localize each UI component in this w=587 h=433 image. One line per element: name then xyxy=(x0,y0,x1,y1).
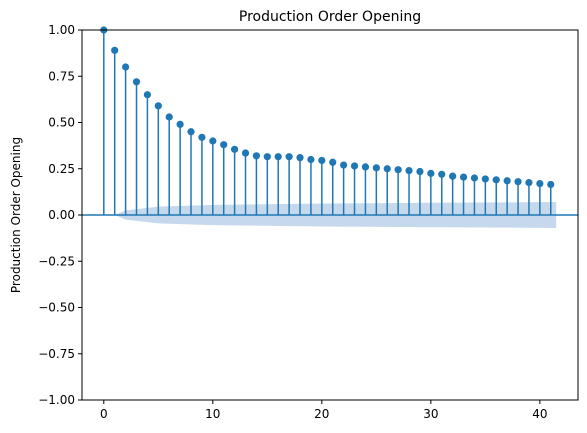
data-point xyxy=(165,113,173,121)
y-tick-label: 0.50 xyxy=(48,116,75,130)
y-tick-label: 0.00 xyxy=(48,208,75,222)
data-point xyxy=(394,166,402,174)
x-tick-label: 10 xyxy=(205,407,220,421)
data-point xyxy=(241,149,250,157)
data-point xyxy=(427,169,435,177)
data-point xyxy=(296,154,304,162)
data-point xyxy=(449,172,457,180)
data-point xyxy=(132,78,141,86)
data-point xyxy=(492,176,500,184)
data-point xyxy=(459,173,468,181)
data-point xyxy=(350,162,359,170)
data-point xyxy=(318,156,326,165)
data-point xyxy=(481,175,489,183)
data-point xyxy=(340,161,348,169)
data-point xyxy=(416,167,424,176)
data-point xyxy=(122,63,130,71)
data-point xyxy=(154,102,162,110)
data-point xyxy=(547,180,555,189)
data-point xyxy=(198,133,206,141)
chart-title: Production Order Opening xyxy=(239,9,421,25)
data-point xyxy=(187,128,195,136)
data-point xyxy=(176,120,184,128)
x-tick-label: 0 xyxy=(100,407,108,421)
data-point xyxy=(329,158,337,166)
y-tick-label: 1.00 xyxy=(48,23,75,37)
data-point xyxy=(220,141,228,149)
data-point xyxy=(274,153,282,161)
plot-area xyxy=(82,26,578,228)
data-point xyxy=(111,46,119,54)
data-point xyxy=(231,145,239,153)
y-tick-label: −0.50 xyxy=(38,301,75,315)
data-point xyxy=(285,153,293,161)
data-point xyxy=(405,167,413,175)
data-point xyxy=(361,163,370,171)
data-point xyxy=(263,153,271,161)
axes: −1.00 −0.75 −0.50 −0.25 0.00 0.25 0.50 0.75 1.00… xyxy=(38,23,547,421)
data-point xyxy=(143,91,152,99)
x-tick-label: 20 xyxy=(314,407,329,421)
data-point xyxy=(438,170,446,178)
data-point xyxy=(514,178,522,186)
data-point xyxy=(209,137,217,145)
data-point xyxy=(307,155,315,164)
y-tick-label: 0.25 xyxy=(48,162,75,176)
y-tick-label: −0.75 xyxy=(38,347,75,361)
x-tick-label: 30 xyxy=(423,407,438,421)
data-point xyxy=(525,179,533,187)
x-tick-label: 40 xyxy=(532,407,547,421)
y-axis-label: Production Order Opening xyxy=(9,137,23,293)
y-tick-label: −0.25 xyxy=(38,254,75,268)
data-point xyxy=(383,165,391,173)
data-point xyxy=(503,177,511,185)
data-point xyxy=(470,174,479,182)
data-point xyxy=(372,164,380,172)
y-tick-label: −1.00 xyxy=(38,393,75,407)
data-point xyxy=(536,179,544,188)
data-point xyxy=(252,152,261,160)
y-tick-label: 0.75 xyxy=(48,69,75,83)
